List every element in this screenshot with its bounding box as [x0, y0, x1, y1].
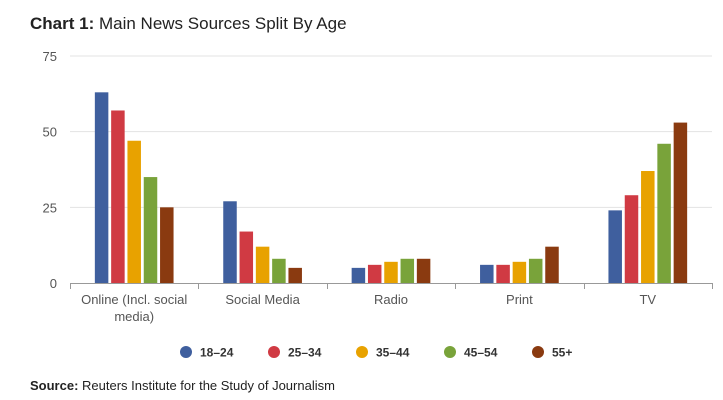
bar	[160, 207, 174, 283]
bar	[673, 122, 688, 283]
bar	[288, 267, 302, 283]
bar	[272, 258, 286, 283]
source-prefix: Source:	[30, 378, 79, 393]
bar	[143, 177, 158, 283]
chart-title: Chart 1: Main News Sources Split By Age	[30, 14, 347, 34]
series-55+	[160, 122, 688, 283]
legend-item: 18–24	[180, 346, 234, 360]
legend: 18–24 25–34 35–44 45–54 55+	[180, 346, 572, 360]
y-tick-label: 25	[43, 200, 57, 215]
x-category-label: TV	[639, 292, 656, 307]
bar	[480, 264, 494, 283]
legend-marker	[268, 346, 280, 358]
bar	[94, 92, 109, 283]
gridlines	[70, 55, 712, 208]
x-category-label: Radio	[374, 292, 408, 307]
legend-marker	[444, 346, 456, 358]
y-tick-label: 0	[50, 276, 57, 291]
legend-marker	[180, 346, 192, 358]
legend-item: 55+	[532, 346, 572, 360]
bar	[641, 171, 655, 283]
x-axis-category-labels: Online (Incl. social media) Social Media Ra…	[81, 292, 656, 324]
source-text: Reuters Institute for the Study of Journ…	[82, 378, 335, 393]
bar	[255, 246, 270, 283]
legend-label: 55+	[552, 346, 572, 360]
legend-label: 45–54	[464, 346, 498, 360]
bar	[223, 201, 237, 283]
bar	[496, 264, 510, 283]
bar	[416, 258, 431, 283]
bar	[608, 210, 622, 283]
source-note: Source: Reuters Institute for the Study …	[30, 378, 335, 393]
legend-marker	[356, 346, 368, 358]
bar	[239, 231, 254, 283]
bar-series	[94, 92, 688, 283]
legend-item: 45–54	[444, 346, 498, 360]
x-axis	[70, 283, 713, 289]
legend-label: 35–44	[376, 346, 410, 360]
bar	[657, 143, 671, 283]
series-18–24	[94, 92, 622, 283]
legend-item: 35–44	[356, 346, 410, 360]
bar	[624, 195, 639, 283]
y-axis-tick-labels: 0 25 50 75	[43, 49, 57, 291]
bar	[400, 258, 415, 283]
bar	[512, 261, 527, 283]
legend-label: 18–24	[200, 346, 234, 360]
chart-title-text: Main News Sources Split By Age	[98, 14, 347, 33]
bar	[545, 246, 559, 283]
bar	[111, 110, 125, 283]
x-category-label: Online (Incl. social media)	[81, 292, 187, 324]
bar	[384, 261, 398, 283]
y-tick-label: 50	[43, 125, 57, 140]
x-category-label: Print	[506, 292, 533, 307]
bar	[351, 267, 366, 283]
y-tick-label: 75	[43, 49, 57, 64]
legend-item: 25–34	[268, 346, 322, 360]
legend-label: 25–34	[288, 346, 322, 360]
bar	[367, 264, 382, 283]
series-25–34	[111, 110, 639, 283]
series-35–44	[127, 140, 655, 283]
legend-marker	[532, 346, 544, 358]
series-45–54	[143, 143, 671, 283]
bar	[528, 258, 543, 283]
chart-title-prefix: Chart 1:	[30, 14, 95, 33]
x-category-label: Social Media	[225, 292, 300, 307]
bar	[127, 140, 141, 283]
